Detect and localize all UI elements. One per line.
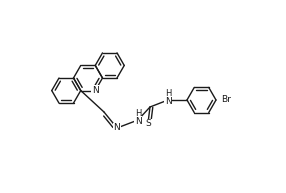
Text: H: H [135,109,141,119]
Text: H: H [165,90,171,98]
Text: N: N [135,117,141,125]
Text: N: N [92,86,99,95]
Text: N: N [114,124,120,133]
Text: S: S [145,119,151,129]
Text: N: N [165,96,171,106]
Text: Br: Br [221,96,231,104]
